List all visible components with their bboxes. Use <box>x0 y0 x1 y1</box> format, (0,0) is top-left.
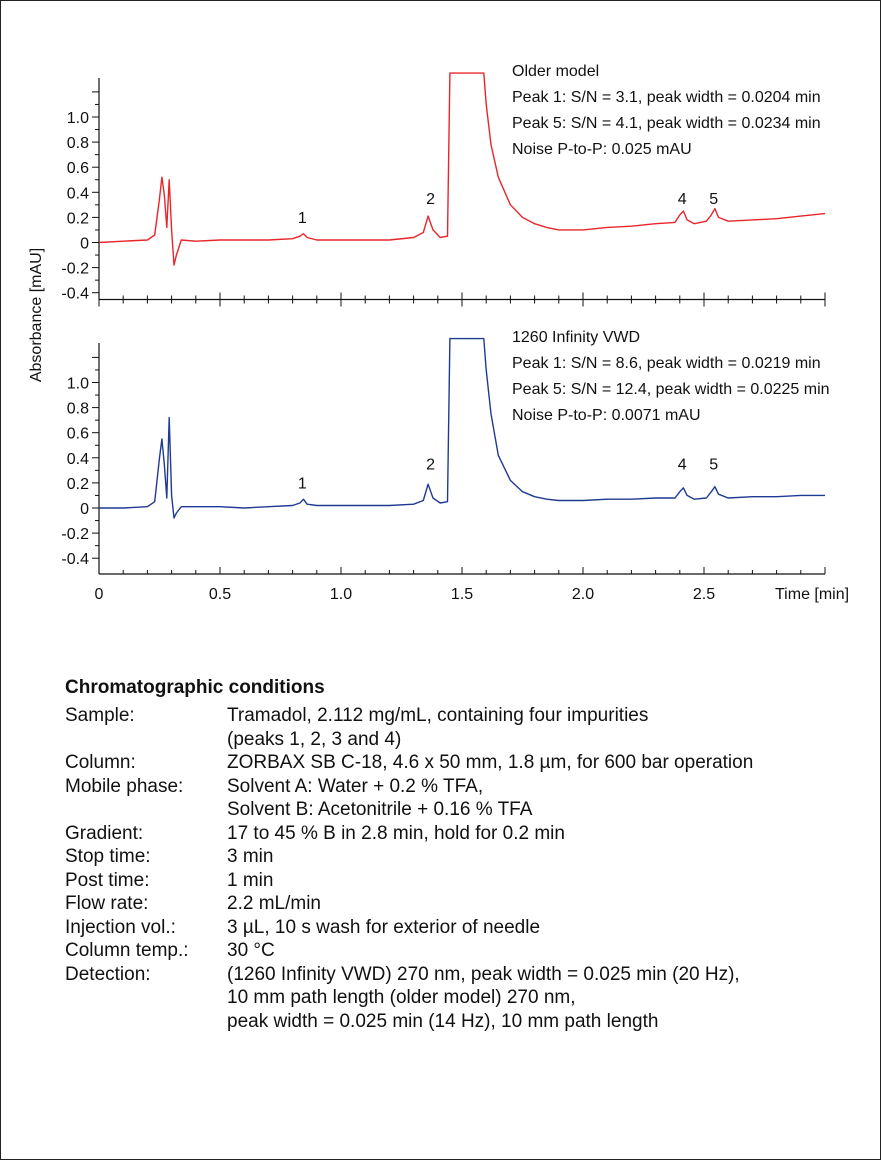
condition-row: Column temp.: 30 °C <box>65 939 753 963</box>
condition-value-line: (peaks 1, 2, 3 and 4) <box>227 728 402 750</box>
x-tick-label: 0 <box>95 586 104 603</box>
annotation-line: Peak 1: S/N = 8.6, peak width = 0.0219 m… <box>512 355 821 372</box>
condition-label: Post time: <box>65 869 150 891</box>
annotation-line: Noise P-to-P: 0.025 mAU <box>512 141 692 158</box>
peak-label: 5 <box>709 457 718 474</box>
x-tick-label: 2.5 <box>693 586 715 603</box>
condition-label: Column temp.: <box>65 940 189 961</box>
condition-value-line: Solvent A: Water + 0.2 % TFA, <box>227 775 484 797</box>
peak-label: 4 <box>678 191 687 208</box>
annotation-line: 1260 Infinity VWD <box>512 329 640 346</box>
chromatogram-trace-older-model <box>98 72 826 266</box>
condition-row: Column: ZORBAX SB C-18, 4.6 x 50 mm, 1.8 … <box>65 751 753 775</box>
condition-value-line: 30 °C <box>227 940 275 961</box>
condition-row: Stop time: 3 min <box>65 845 753 869</box>
condition-value-line: 3 min <box>227 846 274 867</box>
annotation-line: Noise P-to-P: 0.0071 mAU <box>512 407 701 424</box>
peak-label: 4 <box>678 457 687 474</box>
condition-value-line: 1 min <box>227 869 274 891</box>
condition-value-line: 2.2 mL/min <box>227 893 321 914</box>
condition-row: Gradient: 17 to 45 % B in 2.8 min, hold f… <box>65 822 753 846</box>
y-tick-label: 0.4 <box>67 451 89 468</box>
condition-value: 30 °C <box>227 939 753 963</box>
condition-row: Detection: (1260 Infinity VWD) 270 nm, pe… <box>65 963 753 1034</box>
conditions-table: Sample: Tramadol, 2.112 mg/mL, containing… <box>65 704 753 1033</box>
y-tick-label: 0.2 <box>67 476 89 493</box>
condition-value-line: 17 to 45 % B in 2.8 min, hold for 0.2 mi… <box>227 822 565 844</box>
y-tick-label: -0.2 <box>61 526 89 543</box>
condition-label: Column: <box>65 752 136 773</box>
y-tick-label: 0.8 <box>67 135 89 152</box>
condition-value-line: Tramadol, 2.112 mg/mL, containing four i… <box>227 705 649 726</box>
chromatogram-trace-vwd <box>99 337 825 519</box>
condition-row: Mobile phase: Solvent A: Water + 0.2 % TF… <box>65 775 753 822</box>
condition-label: Injection vol.: <box>65 916 176 938</box>
peak-label: 5 <box>709 191 718 208</box>
annotation-line: Peak 1: S/N = 3.1, peak width = 0.0204 m… <box>512 89 821 106</box>
condition-value-line: peak width = 0.025 min (14 Hz), 10 mm pa… <box>227 1010 659 1032</box>
y-axis-label: Absorbance [mAU] <box>28 248 45 382</box>
condition-row: Post time: 1 min <box>65 869 753 893</box>
annotation-line: Peak 5: S/N = 4.1, peak width = 0.0234 m… <box>512 115 821 132</box>
peak-label: 1 <box>298 475 307 492</box>
peak-label: 1 <box>298 210 307 227</box>
condition-value: 3 µL, 10 s wash for exterior of needle <box>227 916 753 940</box>
annotation-line: Peak 5: S/N = 12.4, peak width = 0.0225 … <box>512 381 830 398</box>
y-tick-label: 1.0 <box>67 110 89 127</box>
condition-value-line: ZORBAX SB C-18, 4.6 x 50 mm, 1.8 µm, for… <box>227 752 754 773</box>
condition-row: Injection vol.: 3 µL, 10 s wash for exter… <box>65 916 753 940</box>
condition-value: 3 min <box>227 845 753 869</box>
y-tick-label: 0 <box>80 236 89 253</box>
y-tick-label: -0.4 <box>61 551 89 568</box>
y-tick-label: 0.2 <box>67 210 89 227</box>
condition-label: Stop time: <box>65 846 151 867</box>
condition-value: Tramadol, 2.112 mg/mL, containing four i… <box>227 704 753 751</box>
y-tick-label: 0.6 <box>67 160 89 177</box>
condition-row: Flow rate: 2.2 mL/min <box>65 892 753 916</box>
condition-value: (1260 Infinity VWD) 270 nm, peak width =… <box>227 963 753 1034</box>
condition-label: Gradient: <box>65 822 144 844</box>
x-axis-label: Time [min] <box>775 586 849 603</box>
y-tick-label: 0.8 <box>67 401 89 418</box>
x-tick-label: 1.0 <box>330 586 352 603</box>
condition-value-line: 10 mm path length (older model) 270 nm, <box>227 987 576 1008</box>
condition-value: 2.2 mL/min <box>227 892 753 916</box>
x-tick-label: 1.5 <box>451 586 473 603</box>
x-tick-label: 0.5 <box>209 586 231 603</box>
condition-value-line: Solvent B: Acetonitrile + 0.16 % TFA <box>227 799 533 820</box>
y-tick-label: 0.4 <box>67 185 89 202</box>
x-tick-label: 2.0 <box>572 586 594 603</box>
condition-value-line: 3 µL, 10 s wash for exterior of needle <box>227 916 541 938</box>
condition-label: Sample: <box>65 705 135 726</box>
condition-label: Flow rate: <box>65 893 149 914</box>
condition-value: ZORBAX SB C-18, 4.6 x 50 mm, 1.8 µm, for… <box>227 751 753 775</box>
condition-value-line: (1260 Infinity VWD) 270 nm, peak width =… <box>227 963 740 985</box>
y-tick-label: 1.0 <box>67 376 89 393</box>
conditions-title: Chromatographic conditions <box>65 677 325 698</box>
peak-label: 2 <box>426 457 435 474</box>
y-tick-label: 0.6 <box>67 426 89 443</box>
y-tick-label: -0.2 <box>61 261 89 278</box>
annotation-line: Older model <box>512 63 599 80</box>
y-tick-label: -0.4 <box>61 286 89 303</box>
chromatogram-figure: 1.0 0.8 0.6 0.4 0.2 0 -0.2 -0.4 1 2 4 5 Older model P… <box>28 63 849 603</box>
condition-row: Sample: Tramadol, 2.112 mg/mL, containing… <box>65 704 753 751</box>
peak-label: 2 <box>426 191 435 208</box>
condition-label: Mobile phase: <box>65 775 184 797</box>
condition-value: 1 min <box>227 869 753 893</box>
condition-label: Detection: <box>65 963 151 985</box>
condition-value: Solvent A: Water + 0.2 % TFA, Solvent B: … <box>227 775 753 822</box>
condition-value: 17 to 45 % B in 2.8 min, hold for 0.2 mi… <box>227 822 753 846</box>
y-tick-label: 0 <box>80 501 89 518</box>
